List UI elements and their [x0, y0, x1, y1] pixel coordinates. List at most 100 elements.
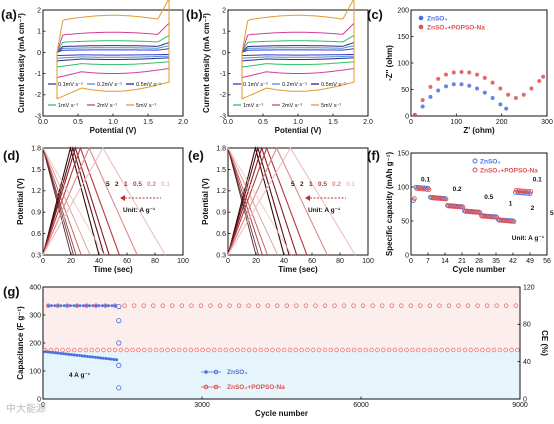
scatter-point: [116, 362, 122, 368]
capacitance-point: [51, 351, 55, 355]
legend-label: 0.5mV s⁻¹: [136, 82, 161, 88]
panel-label: (d): [3, 148, 20, 163]
cv-curve: [241, 0, 355, 100]
capacitance-point: [369, 347, 374, 353]
rate-label: 0.1: [161, 181, 170, 188]
capacitance-point: [386, 347, 392, 353]
capacitance-point: [115, 358, 119, 362]
ce-point: [75, 304, 79, 308]
capacitance-point: [375, 347, 380, 353]
x-axis-label: Z' (ohm): [463, 126, 495, 135]
y-tick-label: 0.6: [31, 231, 41, 238]
capacitance-point: [480, 347, 485, 353]
ce-point: [94, 304, 98, 308]
upper-band: [43, 287, 520, 352]
x-axis-label: Time (sec): [278, 265, 318, 274]
capacitance-point: [88, 355, 92, 359]
capacitance-point: [188, 347, 194, 353]
data-point: [521, 188, 527, 194]
capacitance-point: [276, 347, 281, 353]
ce-point: [110, 304, 114, 308]
unit-label: Unit: A g⁻¹: [123, 207, 155, 214]
capacitance-point: [270, 347, 275, 353]
data-point: [465, 209, 471, 215]
data-point: [420, 98, 425, 103]
data-point: [443, 196, 449, 202]
data-point: [426, 187, 432, 192]
y-tick-label: 0: [405, 252, 409, 259]
x-tick-label: 100: [362, 258, 374, 265]
data-point: [499, 218, 505, 223]
ce-point: [53, 304, 57, 308]
capacitance-point: [381, 347, 386, 353]
capacitance-point: [77, 347, 83, 353]
data-point: [506, 92, 511, 97]
rate-label: 0.5: [318, 181, 327, 188]
capacitance-point: [171, 347, 176, 353]
legend-marker: [213, 369, 219, 375]
x-tick-label: 100: [450, 119, 462, 126]
y-tick-label: 1.8: [31, 145, 41, 152]
capacitance-point: [497, 347, 503, 353]
ce-point: [227, 303, 232, 308]
rate-label: 2: [300, 181, 304, 188]
y-tick-label: 0: [222, 50, 226, 57]
ce-point: [475, 303, 480, 308]
data-point: [523, 188, 529, 194]
data-point: [541, 74, 546, 79]
ce-point: [122, 303, 127, 308]
unit-arrowhead: [120, 195, 125, 201]
legend-label: 0.1mV s⁻¹: [243, 82, 268, 88]
data-point: [412, 112, 417, 117]
data-point: [504, 106, 509, 111]
ce-point: [141, 303, 146, 308]
capacitance-point: [56, 351, 60, 355]
y2-tick-label: 80: [523, 322, 531, 329]
data-point: [504, 218, 510, 224]
legend-label: 0.5mV s⁻¹: [321, 82, 346, 88]
ce-point: [255, 303, 261, 308]
capacitance-point: [515, 347, 520, 353]
capacitance-point: [46, 350, 50, 354]
capacitance-point: [445, 347, 450, 353]
x-tick-label: 40: [95, 258, 103, 265]
data-point: [416, 186, 422, 192]
capacitance-point: [99, 356, 103, 360]
panel-label: (c): [367, 7, 383, 22]
x-tick-label: 56: [543, 258, 551, 265]
y-tick-label: 1: [37, 29, 41, 36]
capacitance-point: [107, 347, 112, 353]
gcd-curve: [227, 146, 356, 256]
x-tick-label: 0: [409, 258, 413, 265]
capacitance-point: [456, 347, 462, 353]
data-point: [428, 84, 433, 89]
cv-curve: [56, 0, 170, 100]
gcd-discharge-curve: [227, 147, 259, 256]
data-point: [414, 186, 420, 191]
rate-label: 1: [309, 181, 313, 188]
capacitance-point: [322, 347, 328, 353]
rate-label: 2: [115, 181, 119, 188]
gcd-curve: [227, 146, 308, 256]
gcd-curve: [42, 146, 138, 256]
x-tick-label: 3000: [194, 402, 210, 409]
legend-marker: [418, 15, 424, 21]
y-tick-label: 400: [29, 284, 41, 291]
x-tick-label: 1.0: [293, 119, 303, 126]
capacitance-point: [124, 347, 129, 353]
capacitance-point: [112, 357, 116, 361]
data-point: [480, 213, 485, 219]
x-tick-label: 60: [308, 258, 316, 265]
x-tick-label: 100: [177, 258, 189, 265]
data-point: [475, 210, 480, 215]
y-axis-label: Capacitance (F g⁻¹): [16, 306, 25, 380]
ce-point: [97, 304, 101, 308]
data-point: [489, 214, 495, 220]
y2-axis-label: CE (%): [540, 330, 549, 356]
rate-label: 2: [531, 205, 535, 212]
capacitance-point: [486, 347, 491, 353]
cv-curve: [56, 44, 170, 59]
ce-point: [265, 303, 270, 308]
x-tick-label: 0: [41, 402, 45, 409]
rate-label: 0.1: [421, 177, 430, 184]
